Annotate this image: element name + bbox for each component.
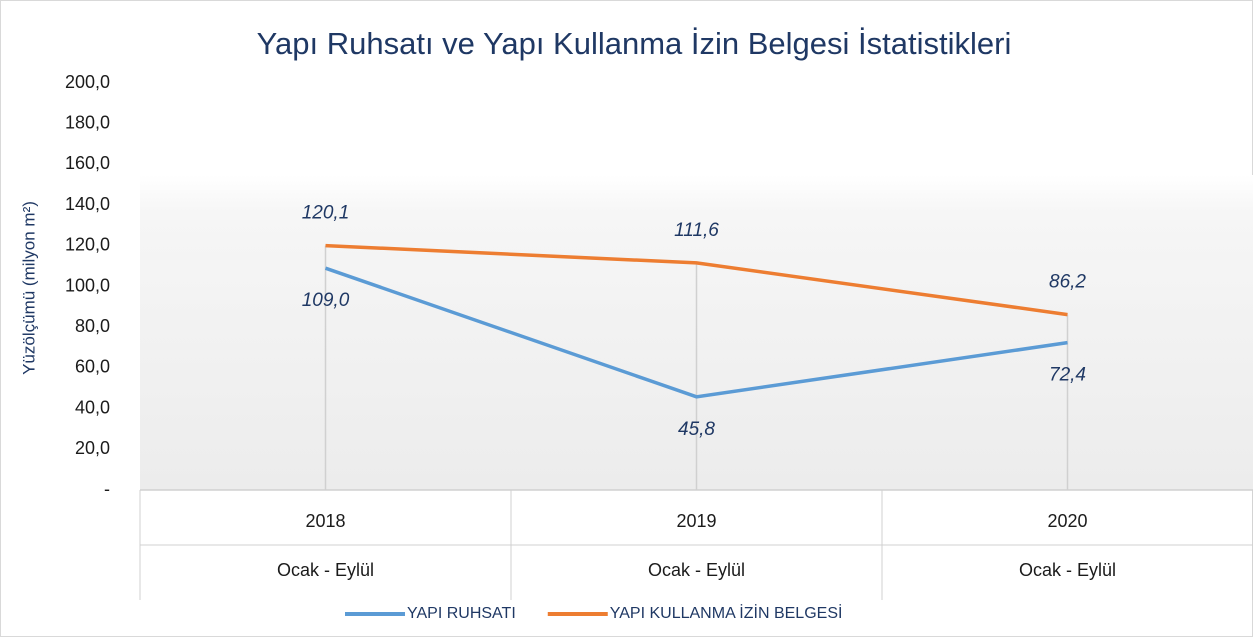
y-tick-label: 60,0 <box>75 357 110 377</box>
x-tick-label: 2018 <box>305 511 345 531</box>
legend-label: YAPI KULLANMA İZİN BELGESİ <box>610 603 843 622</box>
x-tick-label: 2019 <box>676 511 716 531</box>
y-tick-label: 20,0 <box>75 438 110 458</box>
data-label: 45,8 <box>678 419 715 440</box>
x-sub-label: Ocak - Eylül <box>648 560 745 580</box>
y-tick-label: - <box>104 479 110 499</box>
x-sub-label: Ocak - Eylül <box>277 560 374 580</box>
y-tick-label: 100,0 <box>65 275 110 295</box>
data-label: 72,4 <box>1049 365 1086 386</box>
series-line <box>324 266 1068 399</box>
legend-label: YAPI RUHSATI <box>407 605 516 622</box>
y-tick-label: 140,0 <box>65 194 110 214</box>
x-tick-label: 2020 <box>1047 511 1087 531</box>
data-label: 109,0 <box>302 290 350 311</box>
data-label: 86,2 <box>1049 272 1086 293</box>
data-label: 120,1 <box>302 203 350 224</box>
y-tick-label: 160,0 <box>65 153 110 173</box>
y-tick-label: 80,0 <box>75 316 110 336</box>
y-tick-label: 180,0 <box>65 112 110 132</box>
y-axis-label: Yüzölçümü (milyon m²) <box>19 201 38 375</box>
y-tick-label: 120,0 <box>65 235 110 255</box>
data-label: 111,6 <box>674 220 719 241</box>
x-sub-label: Ocak - Eylül <box>1019 560 1116 580</box>
series-line <box>325 243 1068 317</box>
y-tick-label: 40,0 <box>75 397 110 417</box>
chart-title: Yapı Ruhsatı ve Yapı Kullanma İzin Belge… <box>257 26 1012 61</box>
y-tick-label: 200,0 <box>65 72 110 92</box>
